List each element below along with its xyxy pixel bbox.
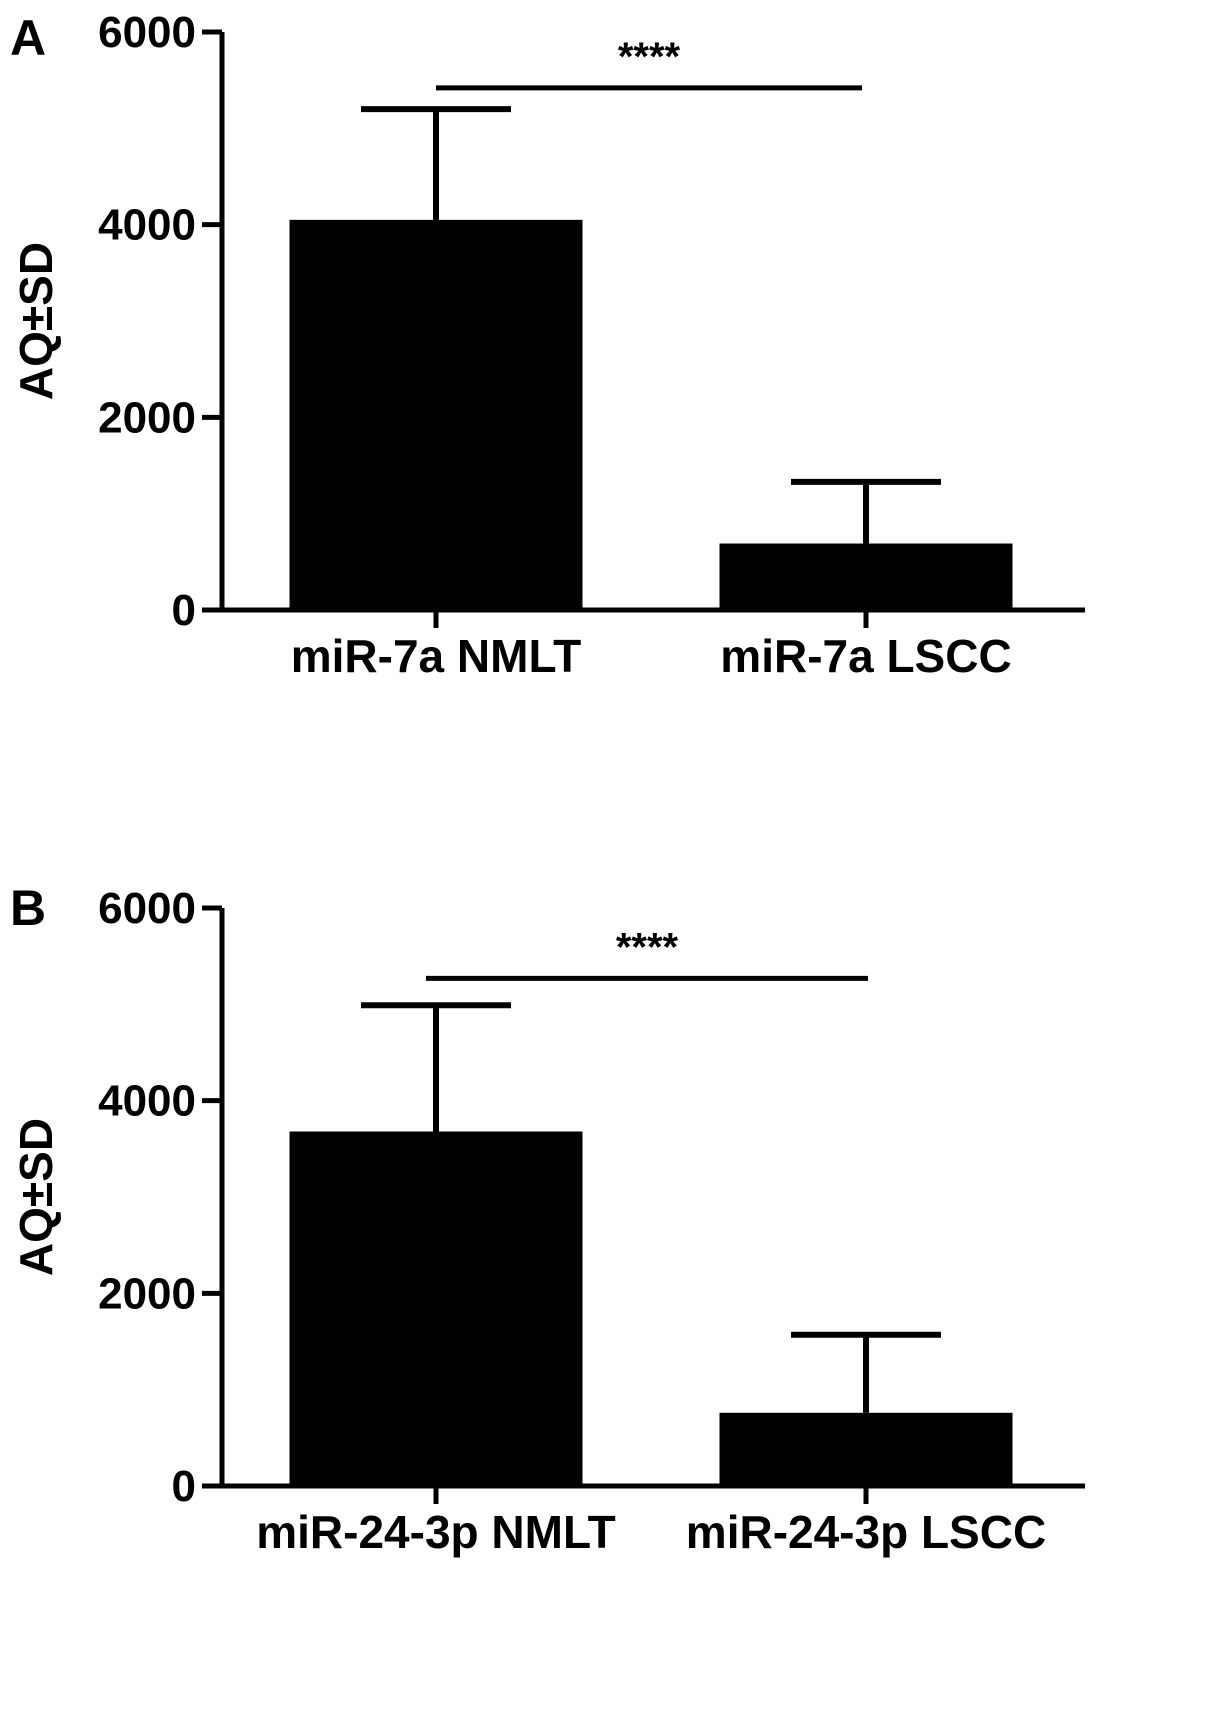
y-axis-label: AQ±SD (10, 1118, 62, 1276)
panel-label: A (10, 10, 46, 66)
y-tick-label: 6000 (98, 884, 196, 933)
bar (719, 543, 1013, 610)
y-tick-label: 0 (172, 586, 196, 635)
chart-panel-a: A 0 2000 4000 6000 miR-7a NMLT miR-7a LSCC ****… (10, 8, 1085, 682)
x-tick-label: miR-24-3p LSCC (686, 1506, 1046, 1558)
y-tick-label: 2000 (98, 393, 196, 442)
bar (289, 1131, 583, 1486)
chart-panel-b: B 0 2000 4000 6000 miR-24-3p NMLT miR-24-3p LS… (10, 880, 1085, 1558)
x-tick-label: miR-7a NMLT (291, 630, 582, 682)
bar (289, 219, 583, 610)
y-tick-label: 4000 (98, 1077, 196, 1126)
y-tick-label: 4000 (98, 201, 196, 250)
x-tick-label: miR-24-3p NMLT (256, 1506, 616, 1558)
significance-stars: **** (618, 35, 681, 79)
x-tick-label: miR-7a LSCC (720, 630, 1011, 682)
bar (719, 1412, 1013, 1486)
y-tick-label: 6000 (98, 8, 196, 57)
y-tick-label: 2000 (98, 1269, 196, 1318)
panel-label: B (10, 880, 46, 936)
y-tick-label: 0 (172, 1462, 196, 1511)
y-axis-label: AQ±SD (10, 242, 62, 400)
significance-stars: **** (616, 925, 679, 969)
